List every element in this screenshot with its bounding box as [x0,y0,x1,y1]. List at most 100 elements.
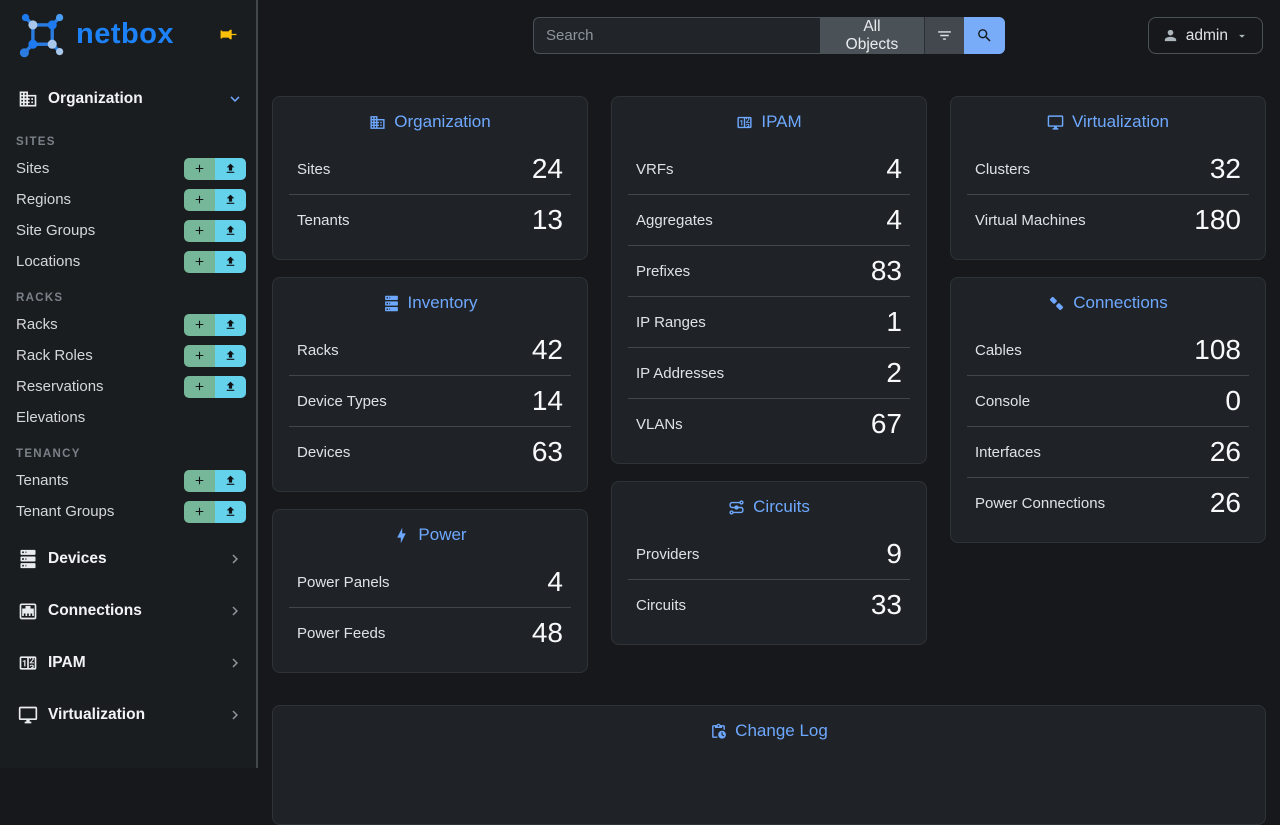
counter-icon [18,653,38,673]
import-button[interactable] [215,157,246,180]
sidebar-item-link[interactable]: Tenants [16,472,69,489]
stat-value[interactable]: 26 [1209,436,1241,467]
stat-value[interactable]: 83 [870,255,902,286]
card-rows: Power Panels 4 Power Feeds 48 [273,557,587,658]
sidebar-item-link[interactable]: Sites [16,160,50,177]
stat-value[interactable]: 4 [547,566,563,597]
card-organization-header[interactable]: Organization [273,97,587,144]
sidebar-item-link[interactable]: Reservations [16,378,104,395]
card-virtualization-header[interactable]: Virtualization [951,97,1265,144]
stat-value[interactable]: 67 [870,408,902,439]
stat-row: Sites 24 [289,144,571,194]
import-button[interactable] [215,250,246,273]
import-button[interactable] [215,375,246,398]
import-button[interactable] [215,219,246,242]
quick-actions [184,500,246,523]
sidebar-menu-ipam[interactable]: IPAM [16,641,246,685]
import-button[interactable] [215,313,246,336]
stat-label: Prefixes [636,262,691,280]
stat-label: Console [975,392,1031,410]
stat-value[interactable]: 180 [1194,204,1241,235]
sidebar-item-link[interactable]: Elevations [16,409,86,426]
add-button[interactable] [184,500,215,523]
sidebar-item-link[interactable]: Racks [16,316,58,333]
netbox-logo-icon[interactable] [14,9,70,59]
search-icon [976,27,993,44]
stat-value[interactable]: 0 [1225,385,1241,416]
stat-value[interactable]: 42 [531,334,563,365]
sidebar-item: Tenant Groups [16,496,246,527]
card-title: IPAM [761,112,802,131]
stat-label: Interfaces [975,443,1041,461]
card-power-header[interactable]: Power [273,510,587,557]
stat-value[interactable]: 26 [1209,487,1241,518]
import-button[interactable] [215,469,246,492]
sidebar-pin-button[interactable] [219,25,238,44]
stat-value[interactable]: 14 [531,385,563,416]
sidebar-menu-organization[interactable]: Organization [16,77,246,121]
import-button[interactable] [215,188,246,211]
sidebar-item: Locations [16,246,246,277]
card-changelog-header[interactable]: Change Log [273,706,1265,753]
dashboard-columns: Organization Sites 24 Tenants 13 [272,96,1266,673]
stat-label: Tenants [297,211,350,229]
add-button[interactable] [184,219,215,242]
stat-value[interactable]: 32 [1209,153,1241,184]
card-title: Circuits [753,497,810,516]
sidebar-item-link[interactable]: Site Groups [16,222,96,239]
sidebar-item-link[interactable]: Regions [16,191,72,208]
stat-value[interactable]: 4 [886,153,902,184]
add-button[interactable] [184,313,215,336]
search-button[interactable] [964,17,1005,54]
search-input[interactable] [533,17,821,54]
stat-value[interactable]: 9 [886,538,902,569]
add-button[interactable] [184,375,215,398]
stat-value[interactable]: 108 [1194,334,1241,365]
add-button[interactable] [184,250,215,273]
stat-value[interactable]: 24 [531,153,563,184]
card-circuits-header[interactable]: Circuits [612,482,926,529]
chevron-right-icon [226,706,244,724]
card-inventory-header[interactable]: Inventory [273,278,587,325]
sidebar-menu-devices[interactable]: Devices [16,537,246,581]
user-menu-button[interactable]: admin [1147,17,1263,54]
card-ipam-header[interactable]: IPAM [612,97,926,144]
import-button[interactable] [215,344,246,367]
sidebar-menu-connections[interactable]: Connections [16,589,246,633]
add-button[interactable] [184,188,215,211]
quick-actions [184,313,246,336]
sidebar-item: Tenants [16,465,246,496]
search-scope-dropdown[interactable]: All Objects [820,17,924,54]
stat-row: Clusters 32 [967,144,1249,194]
filter-button[interactable] [923,17,965,54]
stat-value[interactable]: 2 [886,357,902,388]
stat-label: IP Addresses [636,364,725,382]
stat-value[interactable]: 13 [531,204,563,235]
transit-connection-icon [728,499,745,516]
stat-row: Virtual Machines 180 [967,194,1249,245]
section-title-tenancy: TENANCY [16,448,81,460]
stat-label: Power Connections [975,494,1106,512]
add-button[interactable] [184,344,215,367]
stat-row: Cables 108 [967,325,1249,375]
sidebar-item-link[interactable]: Locations [16,253,81,270]
sidebar-menu-virtualization[interactable]: Virtualization [16,693,246,737]
sidebar-item-link[interactable]: Rack Roles [16,347,93,364]
stat-value[interactable]: 1 [886,306,902,337]
stat-value[interactable]: 48 [531,617,563,648]
stat-label: Cables [975,341,1022,359]
add-button[interactable] [184,157,215,180]
add-button[interactable] [184,469,215,492]
stat-row: Tenants 13 [289,194,571,245]
import-button[interactable] [215,500,246,523]
quick-actions [184,188,246,211]
stat-label: IP Ranges [636,313,706,331]
sidebar-item-link[interactable]: Tenant Groups [16,503,115,520]
stat-value[interactable]: 33 [870,589,902,620]
stat-row: Prefixes 83 [628,245,910,296]
stat-value[interactable]: 63 [531,436,563,467]
monitor-icon [18,705,38,725]
stat-value[interactable]: 4 [886,204,902,235]
card-connections-header[interactable]: Connections [951,278,1265,325]
section-sites-items: Sites Regions Site Groups [16,153,246,277]
